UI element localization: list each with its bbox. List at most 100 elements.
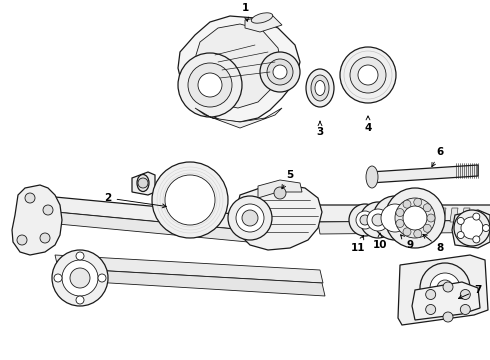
Polygon shape <box>196 24 282 108</box>
Circle shape <box>70 268 90 288</box>
Circle shape <box>443 312 453 322</box>
Polygon shape <box>55 268 325 296</box>
Polygon shape <box>370 165 478 183</box>
Circle shape <box>350 57 386 93</box>
Circle shape <box>165 175 215 225</box>
Text: 10: 10 <box>373 233 387 250</box>
Circle shape <box>367 209 389 231</box>
Circle shape <box>54 274 62 282</box>
Text: 11: 11 <box>351 235 365 253</box>
Circle shape <box>457 217 464 224</box>
Polygon shape <box>412 282 480 320</box>
Text: 5: 5 <box>282 170 294 189</box>
Text: 7: 7 <box>459 285 482 299</box>
Circle shape <box>420 263 470 313</box>
Circle shape <box>76 252 84 260</box>
Polygon shape <box>55 197 245 230</box>
Polygon shape <box>235 185 322 250</box>
Circle shape <box>242 210 258 226</box>
Circle shape <box>414 230 422 238</box>
Circle shape <box>426 289 436 300</box>
Polygon shape <box>414 208 422 222</box>
Circle shape <box>443 282 453 292</box>
Circle shape <box>43 205 53 215</box>
Text: 2: 2 <box>104 193 166 208</box>
Circle shape <box>427 214 435 222</box>
Circle shape <box>273 65 287 79</box>
Circle shape <box>360 215 370 225</box>
Circle shape <box>396 220 404 228</box>
Circle shape <box>403 200 411 208</box>
Circle shape <box>437 280 453 296</box>
Circle shape <box>473 213 480 220</box>
Circle shape <box>426 305 436 315</box>
Circle shape <box>385 188 445 248</box>
Ellipse shape <box>315 81 325 95</box>
Circle shape <box>198 73 222 97</box>
Circle shape <box>430 273 460 303</box>
Polygon shape <box>258 180 302 198</box>
Ellipse shape <box>251 13 273 23</box>
Polygon shape <box>195 108 282 128</box>
Text: 1: 1 <box>242 3 248 21</box>
Circle shape <box>381 204 409 232</box>
Circle shape <box>460 289 470 300</box>
Circle shape <box>340 47 396 103</box>
Polygon shape <box>450 208 458 222</box>
Ellipse shape <box>311 75 329 101</box>
Polygon shape <box>318 220 490 234</box>
Circle shape <box>138 178 148 188</box>
Circle shape <box>483 225 490 231</box>
Polygon shape <box>426 208 434 222</box>
Circle shape <box>260 52 300 92</box>
Polygon shape <box>12 185 62 255</box>
Polygon shape <box>245 15 282 32</box>
Polygon shape <box>378 208 386 222</box>
Polygon shape <box>402 208 410 222</box>
Circle shape <box>62 260 98 296</box>
Circle shape <box>457 231 464 239</box>
Polygon shape <box>318 205 490 222</box>
Text: 9: 9 <box>400 235 414 250</box>
Circle shape <box>98 274 106 282</box>
Circle shape <box>403 206 427 230</box>
Circle shape <box>25 193 35 203</box>
Polygon shape <box>55 212 248 242</box>
Circle shape <box>423 204 431 212</box>
Circle shape <box>76 296 84 304</box>
Circle shape <box>454 210 490 246</box>
Circle shape <box>188 63 232 107</box>
Circle shape <box>423 224 431 232</box>
Polygon shape <box>390 208 398 222</box>
Polygon shape <box>398 255 488 325</box>
Circle shape <box>414 198 422 206</box>
Circle shape <box>396 208 404 216</box>
Circle shape <box>52 250 108 306</box>
Circle shape <box>358 65 378 85</box>
Circle shape <box>360 202 396 238</box>
Polygon shape <box>438 208 446 222</box>
Circle shape <box>349 204 381 236</box>
Text: 6: 6 <box>432 147 443 167</box>
Circle shape <box>373 196 417 240</box>
Circle shape <box>356 211 374 229</box>
Circle shape <box>460 305 470 315</box>
Polygon shape <box>178 16 300 122</box>
Circle shape <box>40 233 50 243</box>
Circle shape <box>372 214 384 226</box>
Circle shape <box>274 187 286 199</box>
Text: 4: 4 <box>364 116 372 133</box>
Circle shape <box>152 162 228 238</box>
Circle shape <box>228 196 272 240</box>
Polygon shape <box>452 210 490 248</box>
Circle shape <box>395 198 435 238</box>
Polygon shape <box>462 208 470 222</box>
Polygon shape <box>132 172 155 195</box>
Ellipse shape <box>306 69 334 107</box>
Circle shape <box>17 235 27 245</box>
Ellipse shape <box>366 166 378 188</box>
Ellipse shape <box>137 175 149 192</box>
Circle shape <box>236 204 264 232</box>
Circle shape <box>473 236 480 243</box>
Text: 8: 8 <box>423 234 443 253</box>
